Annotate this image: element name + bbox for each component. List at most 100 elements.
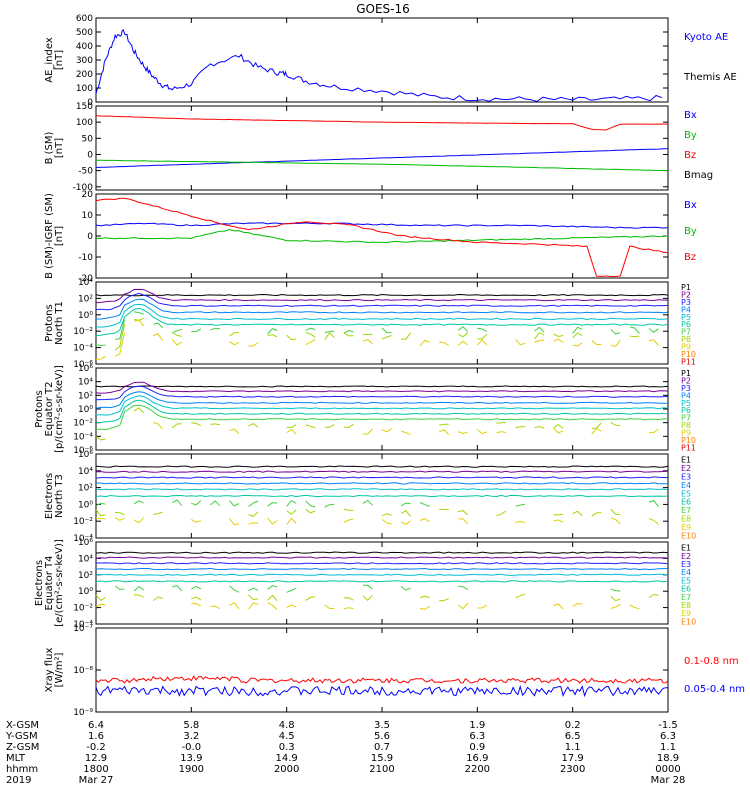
channel-line-p9 xyxy=(610,340,621,347)
y-axis-label: B (SM) xyxy=(44,131,55,164)
channel-line-p7 xyxy=(153,322,164,329)
channel-label: P4 xyxy=(681,305,691,314)
channel-line-e9 xyxy=(419,518,430,523)
channel-line-p8 xyxy=(553,333,564,338)
y-axis-label: Equator T4 xyxy=(44,556,55,611)
footer-cell: 18.9 xyxy=(657,753,679,764)
footer-cell: 0.2 xyxy=(565,720,581,731)
channel-line-e1 xyxy=(95,465,669,468)
y-tick-label: 10⁶ xyxy=(78,450,93,460)
channel-line-e7 xyxy=(191,585,202,590)
channel-line-e8 xyxy=(400,510,411,517)
channel-line-e7 xyxy=(248,587,259,592)
channel-label: P4 xyxy=(681,391,691,400)
channel-line-e7 xyxy=(210,500,221,507)
series-line-bz xyxy=(95,115,668,131)
y-tick-label: -20 xyxy=(78,274,93,284)
channel-line-p7 xyxy=(457,326,469,333)
channel-line-e2 xyxy=(95,556,669,559)
channel-line-e8 xyxy=(305,508,316,514)
y-tick-label: 10⁻⁴ xyxy=(73,620,93,630)
legend-entry: Bx xyxy=(684,110,697,121)
channel-line-e8 xyxy=(115,511,125,516)
channel-line-p8 xyxy=(95,435,106,441)
footer-cell: 1900 xyxy=(179,764,204,775)
channel-line-p7 xyxy=(324,330,335,333)
footer-cell: 13.9 xyxy=(180,753,202,764)
channel-label: P10 xyxy=(681,350,696,359)
footer-cell: 2300 xyxy=(560,764,585,775)
channel-line-e8 xyxy=(248,511,259,517)
channel-line-e8 xyxy=(153,511,163,515)
channel-line-p9 xyxy=(229,341,240,346)
channel-label: E4 xyxy=(681,481,691,490)
channel-line-e7 xyxy=(172,584,183,592)
channel-line-e7 xyxy=(172,499,183,506)
channel-line-p8 xyxy=(629,335,640,338)
y-tick-label: -10 xyxy=(78,253,93,263)
channel-line-e9 xyxy=(267,602,278,610)
channel-line-e9 xyxy=(191,518,202,523)
channel-line-p9 xyxy=(572,342,583,347)
y-tick-label: 10⁶ xyxy=(78,538,93,548)
channel-line-e7 xyxy=(248,500,259,507)
channel-line-e8 xyxy=(591,512,602,517)
y-tick-label: 150 xyxy=(76,102,93,112)
channel-line-p3 xyxy=(95,292,669,311)
channel-line-e8 xyxy=(343,597,354,601)
channel-line-p8 xyxy=(534,425,545,429)
y-tick-label: 50 xyxy=(82,134,94,144)
channel-line-e7 xyxy=(305,500,316,508)
channel-label: E10 xyxy=(681,617,696,626)
footer-row-label: hhmm xyxy=(6,764,38,775)
channel-line-e5 xyxy=(95,488,669,491)
channel-line-p9 xyxy=(229,428,240,434)
channel-line-e2 xyxy=(95,470,669,473)
channel-line-e8 xyxy=(419,595,430,599)
channel-line-p8 xyxy=(171,423,182,429)
channel-line-p7 xyxy=(133,311,144,315)
channel-label: E10 xyxy=(681,531,696,540)
channel-label: P3 xyxy=(681,298,691,307)
channel-line-e9 xyxy=(191,602,202,607)
channel-line-p9 xyxy=(171,339,183,346)
footer-cell: 6.5 xyxy=(565,731,581,742)
y-tick-label: 10⁻² xyxy=(73,517,93,527)
channel-line-p8 xyxy=(191,422,202,427)
channel-line-e7 xyxy=(229,500,240,507)
channel-line-p8 xyxy=(248,423,259,428)
legend-entry: 0.05-0.4 nm xyxy=(684,684,745,695)
channel-line-p9 xyxy=(153,422,164,430)
y-tick-label: 600 xyxy=(76,14,93,24)
channel-line-p7 xyxy=(95,404,668,431)
footer-cell: 16.9 xyxy=(466,753,488,764)
channel-label: P7 xyxy=(681,328,691,337)
footer-cell: 6.3 xyxy=(469,731,485,742)
channel-line-p8 xyxy=(114,323,126,351)
y-tick-label: 10⁶ xyxy=(78,364,93,374)
channel-line-e7 xyxy=(191,500,202,506)
channel-line-p7 xyxy=(95,344,106,347)
panel-frame xyxy=(95,627,669,713)
y-tick-label: 100 xyxy=(76,118,93,128)
y-tick-label: 10⁻⁶ xyxy=(73,446,93,456)
channel-label: P5 xyxy=(681,399,691,408)
channel-line-e8 xyxy=(305,596,316,601)
channel-line-e9 xyxy=(229,602,240,610)
y-tick-label: 10⁴ xyxy=(78,278,93,288)
channel-line-e8 xyxy=(515,593,526,599)
channel-line-e7 xyxy=(286,499,297,507)
channel-line-e8 xyxy=(191,596,202,601)
channel-label: P3 xyxy=(681,384,691,393)
channel-line-e7 xyxy=(324,503,335,508)
y-tick-label: 0 xyxy=(87,98,93,108)
channel-label: P1 xyxy=(681,283,691,292)
footer-cell: 0000 xyxy=(655,764,680,775)
channel-line-e3 xyxy=(95,476,669,479)
channel-line-e6 xyxy=(95,494,669,498)
y-axis-label: [W/m²] xyxy=(54,652,65,687)
channel-line-p8 xyxy=(439,423,449,426)
panel-prot-t2: 10⁶ 10⁴ 10² 10⁰ 10⁻² 10⁻⁴ 10⁻⁶ Protons Equator T… xyxy=(34,364,696,456)
